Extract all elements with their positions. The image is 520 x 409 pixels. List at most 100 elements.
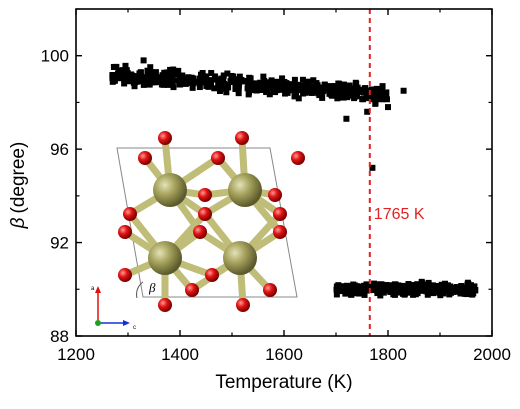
data-point [211, 85, 218, 92]
data-point [237, 77, 244, 84]
oxygen-atom [235, 131, 249, 145]
data-point [349, 289, 356, 296]
data-point [205, 83, 212, 90]
metal-atom [153, 173, 187, 207]
data-point [377, 281, 384, 288]
data-point [236, 73, 243, 80]
data-point [228, 72, 235, 79]
data-point [278, 86, 285, 93]
data-point [291, 76, 298, 83]
oxygen-atom [198, 188, 212, 202]
data-point [380, 289, 387, 296]
data-point [424, 291, 431, 298]
data-point [361, 282, 368, 289]
data-point [144, 71, 151, 78]
x-tick-label: 2000 [473, 345, 511, 364]
data-point [158, 81, 165, 88]
data-point [469, 287, 476, 294]
data-point [245, 89, 252, 96]
data-point [441, 285, 448, 292]
data-point [370, 95, 377, 102]
data-point [304, 78, 311, 85]
oxygen-atom [273, 207, 287, 221]
data-point [199, 70, 206, 77]
data-point [228, 79, 235, 86]
y-tick-label: 92 [50, 234, 69, 253]
data-point [332, 83, 339, 90]
oxygen-atom [198, 207, 212, 221]
data-point [369, 164, 376, 171]
data-point [235, 90, 242, 97]
crystal-structure-inset: β a c [91, 131, 305, 331]
data-point [292, 86, 299, 93]
data-point [179, 72, 186, 79]
y-axis-symbol: β [8, 217, 29, 229]
data-point [308, 89, 315, 96]
data-point [364, 95, 371, 102]
data-point [315, 90, 322, 97]
data-point [208, 69, 215, 76]
data-point [130, 77, 137, 84]
data-point [128, 71, 135, 78]
data-point [343, 115, 350, 122]
data-point [304, 82, 311, 89]
data-point [260, 73, 267, 80]
data-point [460, 284, 467, 291]
data-point [410, 284, 417, 291]
data-point [335, 282, 342, 289]
data-point [169, 71, 176, 78]
data-point [400, 87, 407, 94]
data-point [140, 57, 147, 64]
data-point [385, 104, 391, 111]
data-point [346, 289, 353, 296]
data-point [221, 81, 228, 88]
data-point [152, 74, 159, 81]
data-point [466, 287, 473, 294]
data-point [220, 72, 227, 79]
y-tick-label: 96 [50, 140, 69, 159]
metal-atom [148, 241, 182, 275]
data-point [342, 90, 349, 97]
data-point [148, 69, 155, 76]
data-point [121, 80, 128, 87]
y-tick-label: 88 [50, 327, 69, 346]
data-point [146, 81, 153, 88]
data-point [115, 67, 122, 74]
data-point [220, 84, 227, 91]
data-point [361, 291, 368, 298]
data-point [464, 281, 471, 288]
data-point [405, 285, 412, 292]
data-point [309, 83, 316, 90]
data-point [137, 69, 144, 76]
data-point [247, 75, 254, 82]
data-point [468, 283, 475, 290]
a-axis-label: a [91, 286, 95, 292]
data-point [362, 85, 369, 92]
data-point [139, 78, 146, 85]
data-point [328, 83, 335, 90]
data-point [154, 78, 161, 85]
data-point [196, 84, 203, 91]
beta-angle-label: β [148, 280, 156, 295]
data-point [457, 290, 464, 297]
data-point [375, 95, 382, 102]
data-point [261, 78, 268, 85]
oxygen-atom [158, 298, 172, 312]
data-point [365, 90, 372, 97]
data-point [351, 89, 358, 96]
data-point [377, 88, 384, 95]
data-point [253, 87, 260, 94]
data-point [441, 282, 448, 289]
data-point [419, 286, 426, 293]
data-point [334, 95, 341, 102]
data-point [190, 80, 197, 87]
data-point [436, 287, 443, 294]
c-axis-label: c [133, 325, 136, 331]
data-point [399, 290, 406, 297]
oxygen-atom [263, 283, 277, 297]
data-point [335, 90, 342, 97]
data-point [212, 74, 219, 81]
data-point [433, 282, 440, 289]
data-point [341, 94, 348, 101]
